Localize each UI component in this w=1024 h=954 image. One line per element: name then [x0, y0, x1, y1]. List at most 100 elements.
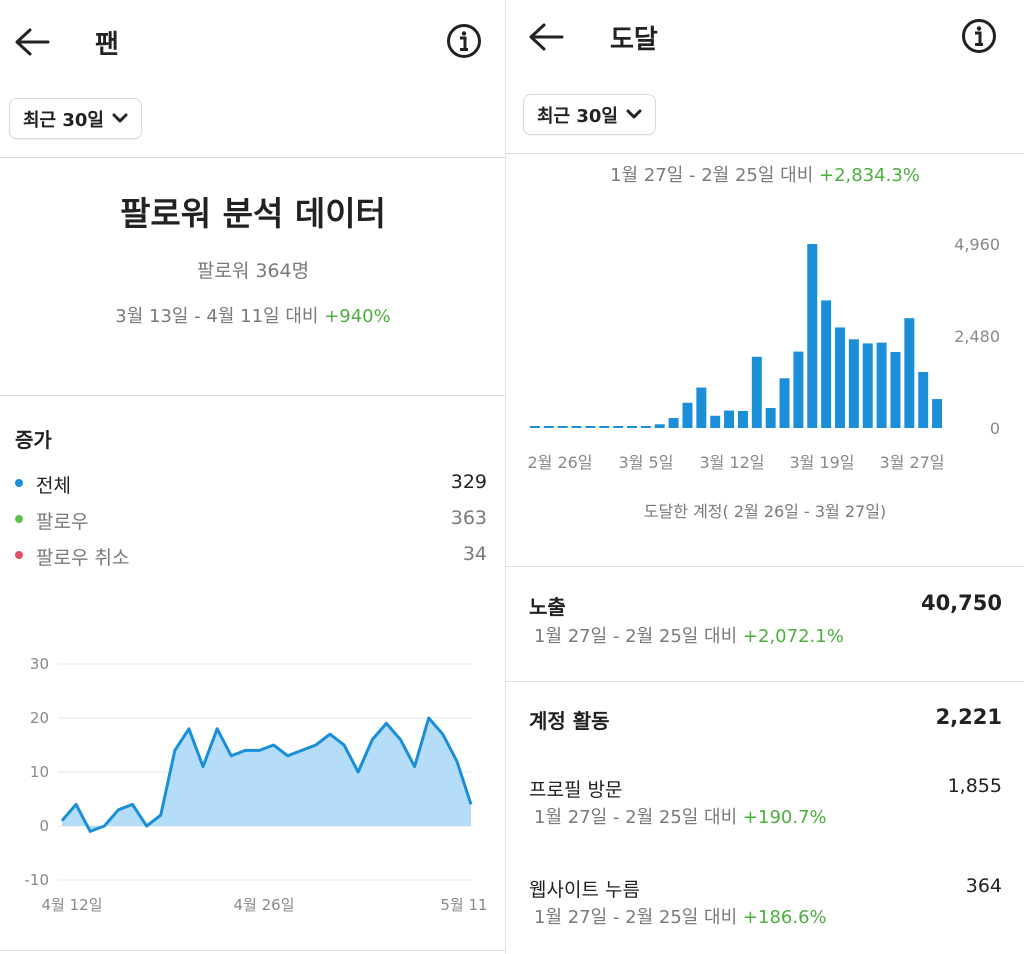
- y-tick-label: 0: [990, 419, 1000, 438]
- bar: [862, 343, 873, 428]
- period-dropdown[interactable]: 최근 30일: [9, 98, 142, 139]
- y-tick-label: 20: [30, 709, 49, 727]
- bar: [793, 351, 804, 428]
- bar: [932, 399, 943, 428]
- profile-visits-label: 프로필 방문: [529, 779, 623, 801]
- bar: [848, 339, 859, 428]
- period-dropdown-label: 최근 30일: [537, 105, 618, 127]
- impressions-label: 노출: [529, 595, 566, 619]
- series-line: [60, 716, 473, 833]
- bar: [668, 417, 679, 428]
- info-icon[interactable]: [446, 23, 482, 59]
- bar: [696, 387, 707, 428]
- compare-range: 1월 27일 - 2월 25일 대비: [534, 626, 738, 647]
- legend-label: 팔로우: [36, 511, 89, 533]
- x-tick-label: 5월 11: [440, 896, 487, 914]
- compare-change: +940%: [324, 306, 391, 327]
- y-tick-label: 0: [39, 817, 49, 835]
- bar: [529, 426, 540, 428]
- legend-label: 전체: [36, 475, 71, 497]
- follower-count: 팔로워 364명: [196, 260, 310, 282]
- x-tick-label: 4월 26일: [234, 896, 295, 914]
- back-arrow-icon[interactable]: [528, 21, 564, 53]
- divider: [506, 566, 1024, 567]
- bar: [543, 426, 554, 428]
- page-title: 도달: [610, 25, 658, 55]
- compare-line: 3월 13일 - 4월 11일 대비 +940%: [0, 302, 506, 328]
- y-tick-label: 2,480: [954, 327, 1000, 346]
- legend-value: 363: [450, 507, 487, 529]
- divider: [506, 153, 1024, 154]
- legend-dot-unfollow: [15, 551, 23, 559]
- x-tick-label: 2월 26일: [527, 453, 592, 472]
- compare-range: 1월 27일 - 2월 25일 대비: [610, 165, 814, 186]
- bar: [571, 426, 582, 428]
- x-tick-label: 3월 19일: [789, 453, 854, 472]
- area-fill: [62, 718, 471, 832]
- reach-panel: 도달 최근 30일 1월 27일 - 2월 25일 대비 +2,834.3% 4…: [506, 0, 1024, 954]
- bar: [765, 407, 776, 428]
- compare-change: +2,834.3%: [819, 165, 920, 186]
- y-tick-label: -10: [25, 871, 50, 889]
- bar: [807, 244, 818, 428]
- follower-analysis-heading: 팔로워 분석 데이터: [120, 194, 386, 233]
- legend-value: 34: [462, 543, 487, 565]
- panel-separator: [505, 0, 506, 954]
- period-dropdown-label: 최근 30일: [23, 109, 104, 131]
- y-tick-label: 4,960: [954, 235, 1000, 254]
- legend-dot-total: [15, 479, 23, 487]
- account-activity-value: 2,221: [935, 705, 1002, 729]
- bar: [890, 351, 901, 428]
- profile-visits-compare: 1월 27일 - 2월 25일 대비 +190.7%: [534, 803, 827, 829]
- bar: [737, 410, 748, 428]
- bar: [835, 327, 845, 428]
- x-tick-label: 4월 12일: [42, 896, 103, 914]
- account-activity-label: 계정 활동: [529, 709, 610, 733]
- bar: [821, 300, 832, 428]
- y-tick-label: 30: [30, 655, 49, 673]
- compare-range: 3월 13일 - 4월 11일 대비: [115, 306, 319, 327]
- x-tick-label: 3월 5일: [619, 453, 674, 472]
- back-arrow-icon[interactable]: [14, 26, 50, 58]
- compare-line: 1월 27일 - 2월 25일 대비 +2,834.3%: [506, 161, 1024, 187]
- bar: [585, 426, 596, 428]
- chevron-down-icon: [112, 108, 128, 129]
- legend-dot-follow: [15, 515, 23, 523]
- website-taps-compare: 1월 27일 - 2월 25일 대비 +186.6%: [534, 903, 827, 929]
- compare-change: +190.7%: [742, 807, 827, 828]
- compare-change: +186.6%: [742, 907, 827, 928]
- divider: [506, 681, 1024, 682]
- bar: [751, 356, 762, 428]
- legend-value: 329: [450, 471, 487, 493]
- compare-range: 1월 27일 - 2월 25일 대비: [534, 807, 738, 828]
- divider: [0, 157, 506, 158]
- impressions-compare: 1월 27일 - 2월 25일 대비 +2,072.1%: [534, 622, 844, 648]
- bar: [613, 426, 624, 428]
- follower-growth-chart: 30 20 10 0 -10 4월 12일 4월 26일 5월 11: [25, 655, 488, 914]
- compare-range: 1월 27일 - 2월 25일 대비: [534, 907, 738, 928]
- reach-bar-chart: 4,960 2,480 0 2월 26일 3월 5일 3월 12일 3월 19일 3월 27일: [527, 235, 1000, 472]
- info-icon[interactable]: [961, 18, 997, 54]
- chevron-down-icon: [626, 104, 642, 125]
- bar: [599, 426, 610, 428]
- x-tick-label: 3월 27일: [879, 453, 944, 472]
- bar: [904, 318, 915, 428]
- bar: [557, 426, 568, 428]
- impressions-value: 40,750: [920, 591, 1002, 615]
- bar: [640, 426, 651, 428]
- bar: [724, 410, 735, 428]
- page-title: 팬: [95, 30, 119, 60]
- growth-title: 증가: [15, 428, 52, 452]
- legend-label: 팔로우 취소: [36, 547, 130, 569]
- website-taps-label: 웹사이트 누름: [529, 879, 640, 901]
- period-dropdown[interactable]: 최근 30일: [523, 94, 656, 135]
- fans-panel: 팬 최근 30일 팔로워 분석 데이터 팔로워 364명 3월 13일 - 4월…: [0, 0, 506, 954]
- compare-change: +2,072.1%: [742, 626, 844, 647]
- bar: [710, 415, 721, 428]
- chart-caption: 도달한 계정( 2월 26일 - 3월 27일): [643, 502, 887, 521]
- bar: [779, 378, 790, 428]
- y-tick-label: 10: [30, 763, 49, 781]
- bar: [876, 342, 887, 428]
- bar: [654, 424, 665, 428]
- bar: [627, 426, 637, 428]
